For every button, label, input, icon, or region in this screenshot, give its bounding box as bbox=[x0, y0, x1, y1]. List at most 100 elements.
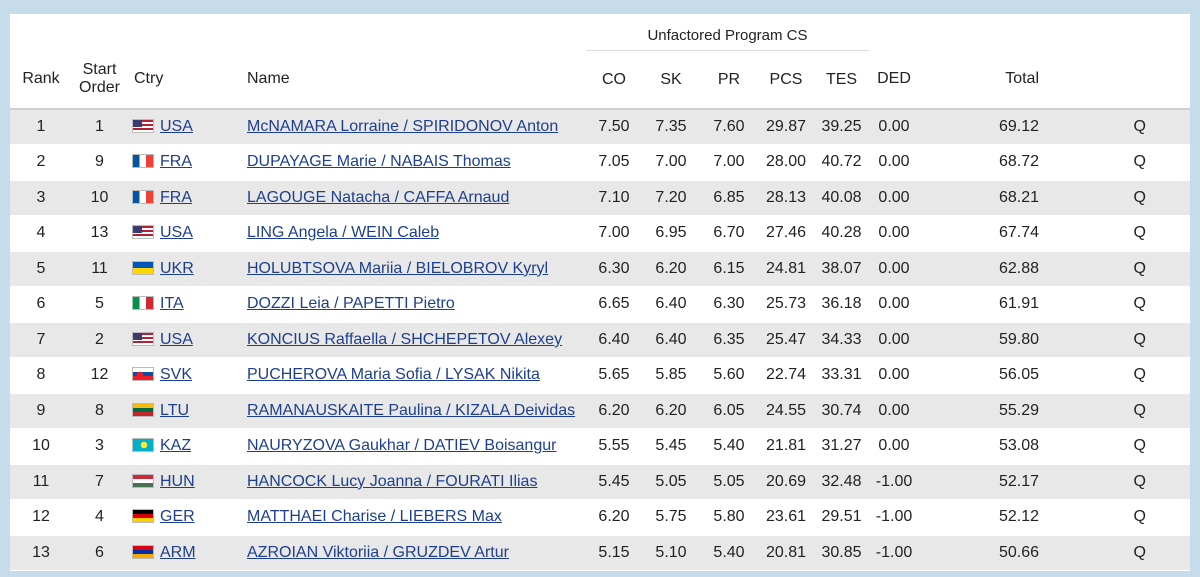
name-cell: DUPAYAGE Marie / NABAIS Thomas bbox=[241, 144, 586, 181]
qualified-cell: Q bbox=[1039, 286, 1150, 323]
start-order-cell: 3 bbox=[72, 428, 127, 465]
name-cell: DOZZI Leia / PAPETTI Pietro bbox=[241, 286, 586, 323]
country-link[interactable]: GER bbox=[160, 508, 195, 526]
country-link[interactable]: HUN bbox=[160, 472, 195, 490]
pr-cell: 6.35 bbox=[700, 322, 758, 358]
qualified-cell: Q bbox=[1039, 535, 1150, 571]
country-link[interactable]: USA bbox=[160, 330, 193, 348]
country-flag-icon bbox=[132, 473, 154, 488]
country-flag-icon bbox=[132, 260, 154, 275]
team-name-link[interactable]: McNAMARA Lorraine / SPIRIDONOV Anton bbox=[247, 118, 559, 135]
table-row: 4 13 USA LING Angela / WEIN Caleb 7.00 6.95 6.… bbox=[10, 215, 1190, 252]
rank-cell: 8 bbox=[10, 357, 72, 394]
pcs-cell: 21.81 bbox=[758, 428, 814, 465]
tes-cell: 30.85 bbox=[814, 535, 869, 571]
team-name-link[interactable]: DOZZI Leia / PAPETTI Pietro bbox=[247, 295, 455, 313]
start-order-cell: 1 bbox=[72, 109, 127, 145]
country-flag-icon bbox=[132, 331, 154, 346]
country-cell: FRA bbox=[127, 180, 241, 216]
total-cell: 50.66 bbox=[919, 535, 1039, 571]
team-name-link[interactable]: LING Angela / WEIN Caleb bbox=[247, 224, 440, 242]
co-cell: 5.15 bbox=[586, 535, 642, 571]
sk-cell: 6.20 bbox=[642, 251, 700, 287]
rank-cell: 4 bbox=[10, 215, 72, 252]
co-cell: 6.20 bbox=[586, 393, 642, 429]
team-name-link[interactable]: AZROIAN Viktoriia / GRUZDEV Artur bbox=[247, 543, 509, 561]
table-row: 12 4 GER MATTHAEI Charise / LIEBERS Max 6.20… bbox=[10, 499, 1190, 536]
country-cell: ITA bbox=[127, 286, 241, 323]
group-label-unfactored: Unfactored Program CS bbox=[586, 14, 869, 51]
country-link[interactable]: USA bbox=[160, 224, 193, 242]
start-order-cell: 2 bbox=[72, 322, 127, 358]
col-sk: SK bbox=[642, 50, 700, 110]
country-link[interactable]: USA bbox=[160, 118, 193, 135]
country-link[interactable]: ITA bbox=[160, 295, 184, 313]
start-order-cell: 9 bbox=[72, 144, 127, 181]
team-name-link[interactable]: MATTHAEI Charise / LIEBERS Max bbox=[247, 508, 502, 526]
country-flag-icon bbox=[132, 119, 154, 133]
total-cell: 55.29 bbox=[919, 393, 1039, 429]
rank-cell: 12 bbox=[10, 499, 72, 536]
rank-cell: 3 bbox=[10, 180, 72, 216]
tes-cell: 30.74 bbox=[814, 393, 869, 429]
col-pcs: PCS bbox=[758, 50, 814, 110]
co-cell: 7.10 bbox=[586, 180, 642, 216]
country-link[interactable]: UKR bbox=[160, 259, 194, 277]
start-order-cell: 12 bbox=[72, 357, 127, 394]
pcs-cell: 22.74 bbox=[758, 357, 814, 394]
col-ctry: Ctry bbox=[127, 50, 241, 110]
total-cell: 67.74 bbox=[919, 215, 1039, 252]
country-link[interactable]: KAZ bbox=[160, 437, 192, 455]
table-row: 9 8 LTU RAMANAUSKAITE Paulina / KIZALA Deiv… bbox=[10, 393, 1190, 429]
team-name-link[interactable]: NAURYZOVA Gaukhar / DATIEV Boisangur bbox=[247, 437, 557, 455]
country-cell: GER bbox=[127, 499, 241, 536]
team-name-link[interactable]: KONCIUS Raffaella / SHCHEPETOV Alexey bbox=[247, 330, 563, 348]
team-name-link[interactable]: HOLUBTSOVA Mariia / BIELOBROV Kyryl bbox=[247, 259, 549, 277]
team-name-link[interactable]: HANCOCK Lucy Joanna / FOURATI Ilias bbox=[247, 472, 538, 490]
tes-cell: 29.51 bbox=[814, 499, 869, 536]
sk-cell: 5.45 bbox=[642, 428, 700, 465]
country-link[interactable]: LTU bbox=[160, 401, 190, 419]
sk-cell: 5.75 bbox=[642, 499, 700, 536]
rank-cell: 6 bbox=[10, 286, 72, 323]
total-cell: 56.05 bbox=[919, 357, 1039, 394]
co-cell: 6.20 bbox=[586, 499, 642, 536]
qualified-cell: Q bbox=[1039, 180, 1150, 216]
co-cell: 7.00 bbox=[586, 215, 642, 252]
qualified-cell: Q bbox=[1039, 357, 1150, 394]
tes-cell: 33.31 bbox=[814, 357, 869, 394]
tes-cell: 38.07 bbox=[814, 251, 869, 287]
col-co: CO bbox=[586, 50, 642, 110]
team-name-link[interactable]: LAGOUGE Natacha / CAFFA Arnaud bbox=[247, 188, 510, 206]
name-cell: KONCIUS Raffaella / SHCHEPETOV Alexey bbox=[241, 322, 586, 358]
team-name-link[interactable]: DUPAYAGE Marie / NABAIS Thomas bbox=[247, 153, 511, 171]
name-cell: LING Angela / WEIN Caleb bbox=[241, 215, 586, 252]
pcs-cell: 23.61 bbox=[758, 499, 814, 536]
qualified-cell: Q bbox=[1039, 251, 1150, 287]
table-row: 5 11 UKR HOLUBTSOVA Mariia / BIELOBROV Kyry… bbox=[10, 251, 1190, 287]
pr-cell: 6.70 bbox=[700, 215, 758, 252]
table-row: 13 6 ARM AZROIAN Viktoriia / GRUZDEV Artur 5… bbox=[10, 535, 1190, 571]
country-cell: USA bbox=[127, 109, 241, 145]
pr-cell: 5.80 bbox=[700, 499, 758, 536]
country-link[interactable]: SVK bbox=[160, 366, 193, 384]
co-cell: 5.55 bbox=[586, 428, 642, 465]
sk-cell: 6.20 bbox=[642, 393, 700, 429]
sk-cell: 6.40 bbox=[642, 286, 700, 323]
country-link[interactable]: FRA bbox=[160, 153, 192, 171]
rank-cell: 5 bbox=[10, 251, 72, 287]
qualified-cell: Q bbox=[1039, 144, 1150, 181]
qualified-cell: Q bbox=[1039, 322, 1150, 358]
col-name: Name bbox=[241, 50, 586, 110]
col-start-order: Start Order bbox=[72, 50, 127, 110]
start-order-cell: 8 bbox=[72, 393, 127, 429]
country-link[interactable]: ARM bbox=[160, 543, 196, 561]
team-name-link[interactable]: RAMANAUSKAITE Paulina / KIZALA Deividas bbox=[247, 401, 576, 419]
table-header: Unfactored Program CS Rank Start Order Ct… bbox=[10, 14, 1190, 110]
country-cell: FRA bbox=[127, 144, 241, 181]
country-flag-icon bbox=[132, 189, 154, 204]
team-name-link[interactable]: PUCHEROVA Maria Sofia / LYSAK Nikita bbox=[247, 366, 540, 384]
tes-cell: 32.48 bbox=[814, 464, 869, 500]
country-link[interactable]: FRA bbox=[160, 188, 192, 206]
ded-cell: 0.00 bbox=[869, 109, 919, 145]
